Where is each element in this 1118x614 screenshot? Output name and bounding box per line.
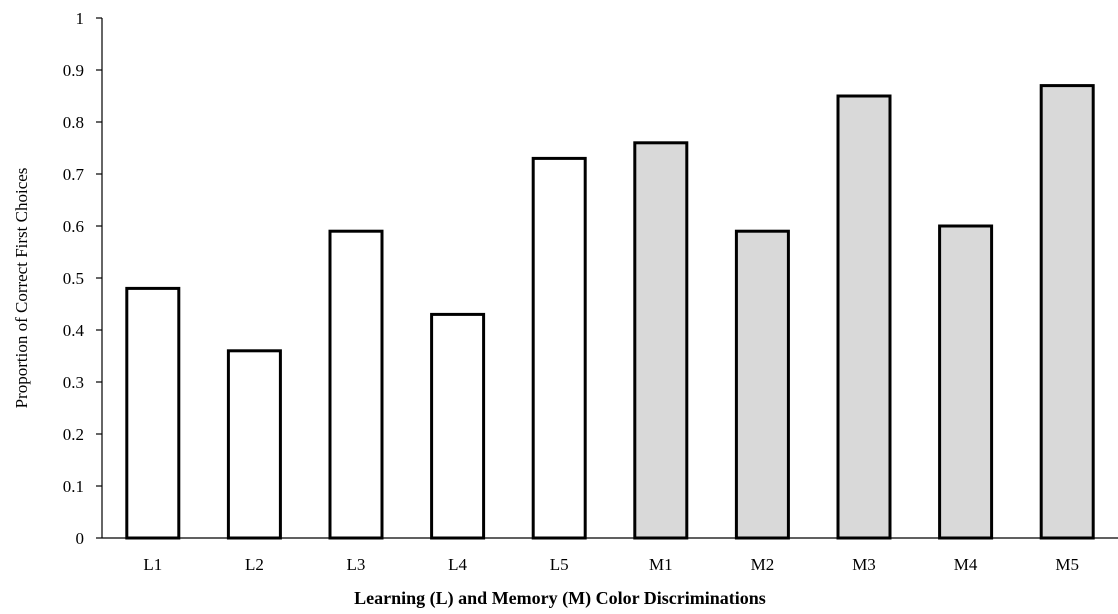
x-axis-tick-labels: L1 L2 L3 L4 L5 M1 M2 M3 M4 M5 [143, 555, 1079, 574]
y-axis-title: Proportion of Correct First Choices [12, 168, 31, 409]
x-tick-label-m1: M1 [649, 555, 673, 574]
x-axis-title: Learning (L) and Memory (M) Color Discri… [354, 588, 766, 609]
bar-m1 [633, 141, 689, 540]
x-tick-label-m5: M5 [1055, 555, 1079, 574]
x-tick-label-l1: L1 [143, 555, 162, 574]
bar-l3 [328, 229, 384, 540]
y-tick-label: 0.7 [63, 165, 85, 184]
bar-m5 [1039, 84, 1095, 540]
y-tick-label: 0.2 [63, 425, 84, 444]
y-tick-label: 0.5 [63, 269, 84, 288]
y-tick-label: 0.9 [63, 61, 84, 80]
bar-m2 [734, 229, 790, 540]
y-tick-label: 0.4 [63, 321, 85, 340]
y-tick-label: 0.3 [63, 373, 84, 392]
x-tick-label-l5: L5 [550, 555, 569, 574]
x-tick-label-m3: M3 [852, 555, 876, 574]
y-tick-label: 0 [76, 529, 85, 548]
x-tick-label-l4: L4 [448, 555, 467, 574]
y-axis-ticks: 0 0.1 0.2 0.3 0.4 0.5 0.6 0.7 0.8 0.9 1 [63, 9, 102, 548]
x-tick-label-m4: M4 [954, 555, 978, 574]
bar-l4 [430, 312, 486, 540]
bars [125, 84, 1095, 540]
y-tick-label: 0.6 [63, 217, 84, 236]
bar-l5 [531, 156, 587, 540]
bar-m3 [836, 94, 892, 540]
bar-m4 [938, 224, 994, 540]
y-tick-label: 0.8 [63, 113, 84, 132]
x-tick-label-l2: L2 [245, 555, 264, 574]
y-tick-label: 1 [76, 9, 85, 28]
x-tick-label-m2: M2 [751, 555, 775, 574]
y-tick-label: 0.1 [63, 477, 84, 496]
x-tick-label-l3: L3 [347, 555, 366, 574]
bar-l1 [125, 286, 181, 540]
bar-l2 [226, 349, 282, 540]
